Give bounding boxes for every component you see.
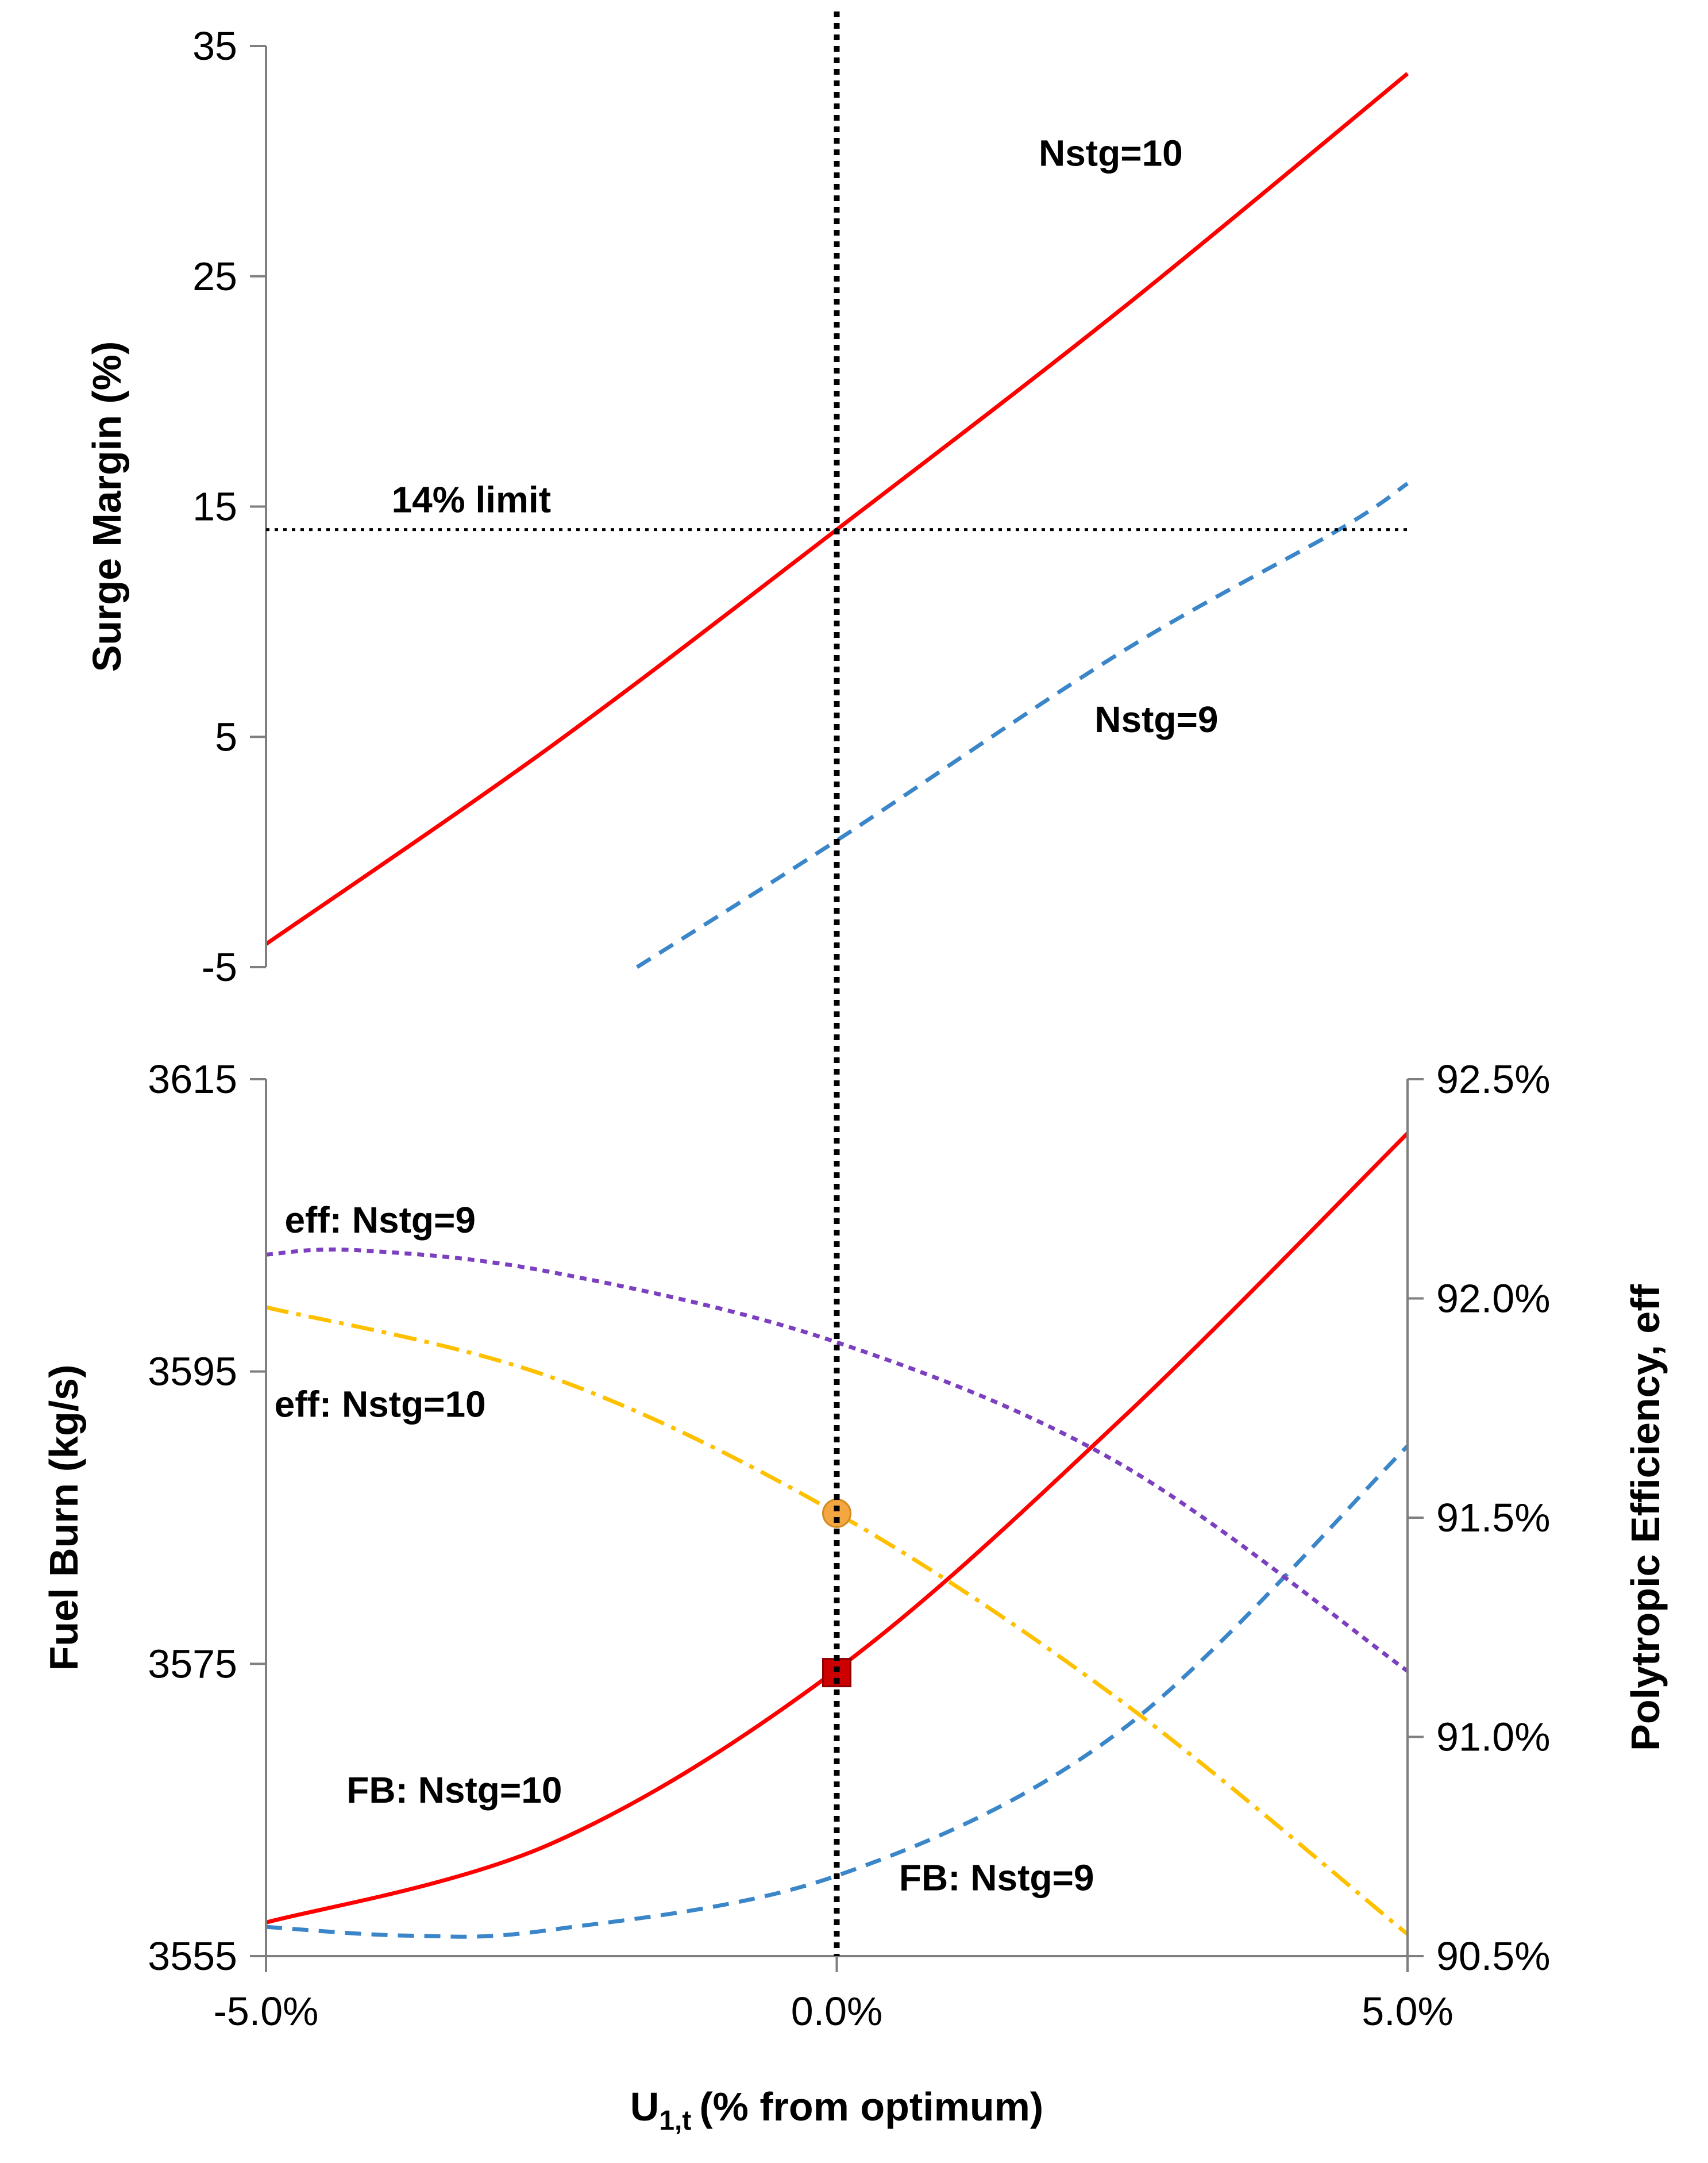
annotation-eff-nstg-10: eff: Nstg=10: [275, 1384, 486, 1425]
annotation-eff-nstg-9: eff: Nstg=9: [284, 1199, 476, 1241]
efficiency-y-tick-label: 91.5%: [1436, 1495, 1550, 1540]
annotation-fb-nstg-10: FB: Nstg=10: [346, 1769, 562, 1811]
surge-y-tick-label: 15: [192, 484, 237, 529]
fuel-burn-y-tick-label: 3595: [148, 1349, 237, 1394]
x-label-rest: (% from optimum): [699, 2084, 1043, 2129]
x-tick-label: -5.0%: [214, 1989, 319, 2034]
x-axis-label: U1,t (% from optimum): [630, 2084, 1043, 2136]
surge-margin-panel: 35 25 15 5 -5 14% limit Surge Margin (%) Nst…: [84, 24, 1409, 990]
efficiency-y-tick-label: 91.0%: [1436, 1715, 1550, 1760]
efficiency-y-label: Polytropic Efficiency, eff: [1623, 1284, 1668, 1750]
surge-y-tick-label: 25: [192, 254, 237, 299]
surge-annotation-nstg-10: Nstg=10: [1039, 132, 1183, 174]
surge-annotation-nstg-9: Nstg=9: [1094, 699, 1218, 740]
surge-y-tick-label: 5: [215, 714, 237, 759]
efficiency-y-tick-label: 90.5%: [1436, 1934, 1550, 1979]
limit-label: 14% limit: [392, 479, 551, 521]
x-label-subscript: 1,t: [659, 2106, 691, 2136]
surge-series-nstg-9: [635, 482, 1409, 969]
x-label-main: U: [630, 2084, 660, 2129]
series-fb-nstg-9: [265, 1444, 1409, 1939]
series-fb-nstg-10: [265, 1131, 1409, 1925]
x-tick-label: 0.0%: [791, 1989, 883, 2034]
annotation-fb-nstg-9: FB: Nstg=9: [899, 1857, 1094, 1899]
fuel-burn-y-tick-label: 3575: [148, 1641, 237, 1686]
x-tick-label: 5.0%: [1362, 1989, 1453, 2034]
fuel-burn-y-tick-label: 3555: [148, 1934, 237, 1979]
surge-y-tick-label: 35: [192, 24, 237, 68]
efficiency-y-tick-label: 92.0%: [1436, 1276, 1550, 1321]
surge-margin-y-label: Surge Margin (%): [84, 341, 129, 672]
series-eff-nstg-9: [265, 1247, 1409, 1673]
efficiency-y-tick-label: 92.5%: [1436, 1057, 1550, 1102]
surge-y-tick-label: -5: [202, 945, 237, 990]
fuel-burn-efficiency-panel: 3615 3595 3575 3555 92.5% 92.0% 91.5% 91.0% 90.…: [41, 1057, 1668, 2136]
efficiency-optimum-marker: [822, 1498, 851, 1528]
fuel-burn-y-tick-label: 3615: [148, 1057, 237, 1102]
fuel-burn-y-label: Fuel Burn (kg/s): [41, 1365, 86, 1671]
